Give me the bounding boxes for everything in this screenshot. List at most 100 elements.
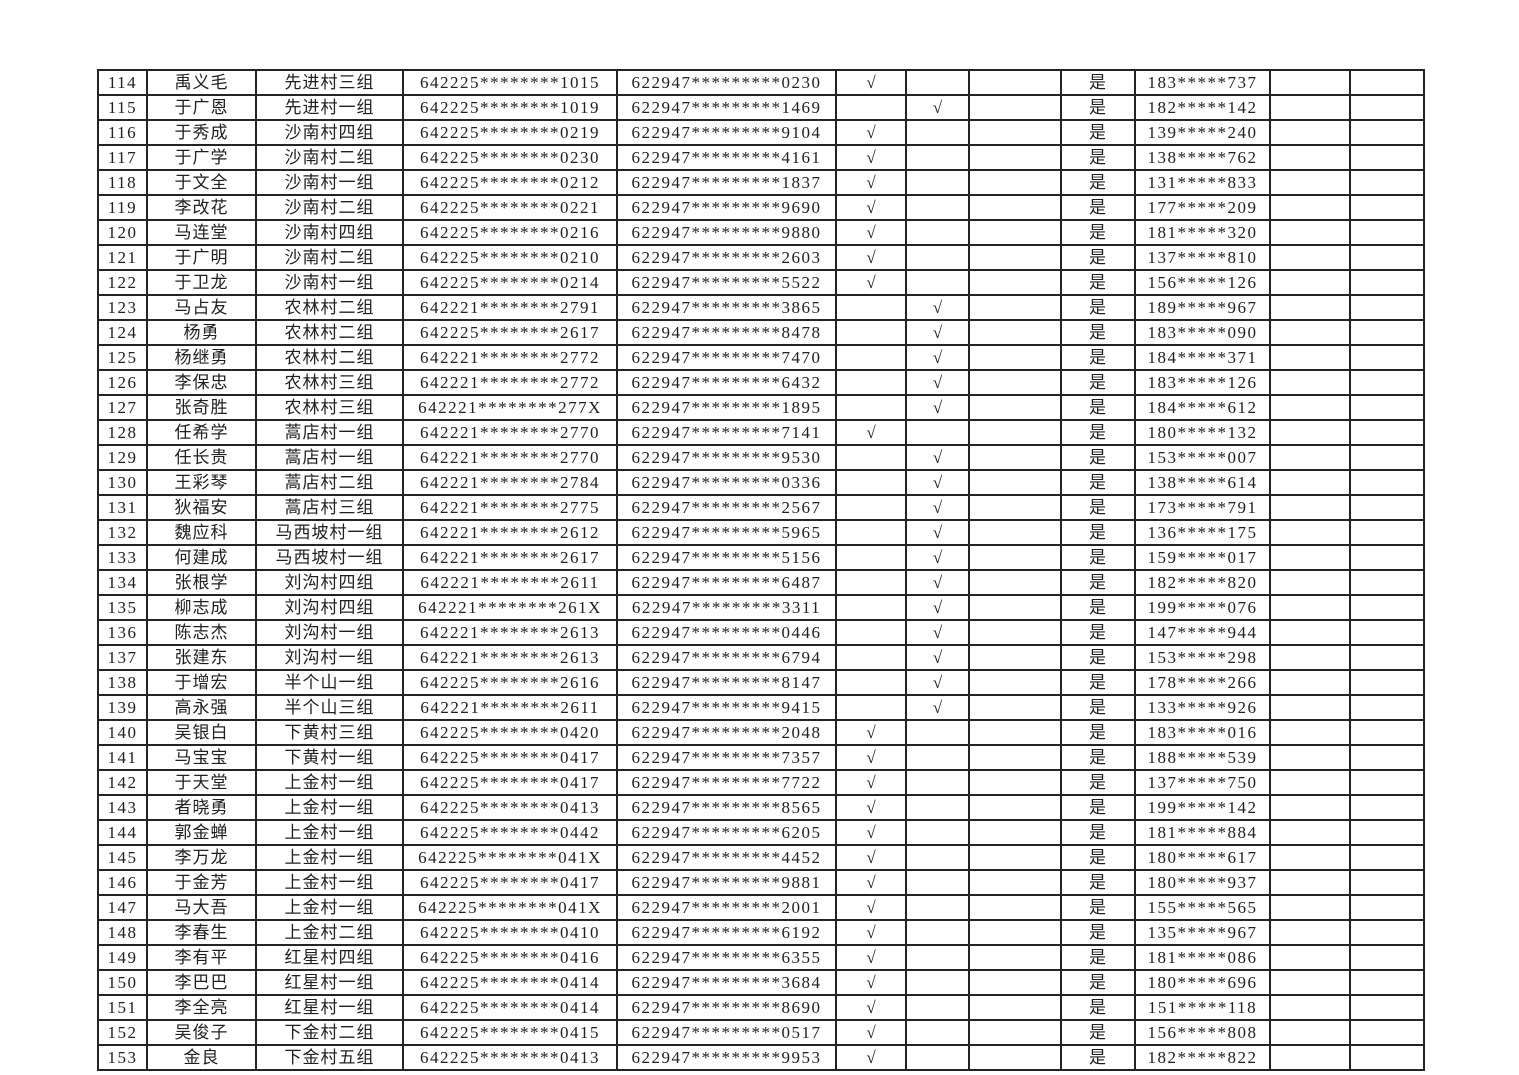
cell-blank-a [968, 244, 1062, 271]
cell-checkmark-col2 [905, 219, 970, 246]
cell-phone-masked: 133*****926 [1134, 694, 1271, 721]
cell-village-group: 农林村二组 [255, 344, 404, 371]
cell-blank-b [1269, 69, 1351, 96]
cell-id-number-masked: 642225********1015 [402, 69, 618, 96]
cell-bank-account-masked: 622947*********5522 [616, 269, 837, 296]
table-row: 137 张建东 刘沟村一组 642221********2613 622947*… [97, 644, 1425, 671]
cell-row-number: 120 [97, 219, 148, 246]
cell-blank-b [1269, 544, 1351, 571]
cell-id-number-masked: 642225********0210 [402, 244, 618, 271]
cell-checkmark-col1 [835, 694, 907, 721]
cell-phone-masked: 178*****266 [1134, 669, 1271, 696]
cell-bank-account-masked: 622947*********2001 [616, 894, 837, 921]
cell-blank-b [1269, 569, 1351, 596]
cell-id-number-masked: 642225********0221 [402, 194, 618, 221]
cell-village-group: 先进村三组 [255, 69, 404, 96]
table-row: 146 于金芳 上金村一组 642225********0417 622947*… [97, 869, 1425, 896]
cell-village-group: 红星村四组 [255, 944, 404, 971]
cell-blank-a [968, 994, 1062, 1021]
cell-confirm-yes: 是 [1060, 1044, 1136, 1071]
cell-checkmark-col2: √ [905, 694, 970, 721]
cell-bank-account-masked: 622947*********6794 [616, 644, 837, 671]
cell-blank-b [1269, 244, 1351, 271]
cell-blank-a [968, 369, 1062, 396]
cell-person-name: 于广恩 [146, 94, 257, 121]
cell-bank-account-masked: 622947*********9881 [616, 869, 837, 896]
cell-checkmark-col1: √ [835, 869, 907, 896]
cell-checkmark-col2 [905, 144, 970, 171]
cell-checkmark-col2: √ [905, 319, 970, 346]
cell-id-number-masked: 642225********0212 [402, 169, 618, 196]
cell-blank-a [968, 1044, 1062, 1071]
table-row: 136 陈志杰 刘沟村一组 642221********2613 622947*… [97, 619, 1425, 646]
cell-blank-c [1349, 544, 1425, 571]
cell-person-name: 吴俊子 [146, 1019, 257, 1046]
cell-person-name: 杨勇 [146, 319, 257, 346]
cell-confirm-yes: 是 [1060, 894, 1136, 921]
table-row: 115 于广恩 先进村一组 642225********1019 622947*… [97, 94, 1425, 121]
cell-blank-c [1349, 594, 1425, 621]
cell-checkmark-col2: √ [905, 544, 970, 571]
cell-bank-account-masked: 622947*********0517 [616, 1019, 837, 1046]
cell-blank-b [1269, 944, 1351, 971]
table-row: 148 李春生 上金村二组 642225********0410 622947*… [97, 919, 1425, 946]
cell-blank-c [1349, 994, 1425, 1021]
cell-checkmark-col1: √ [835, 219, 907, 246]
cell-checkmark-col2 [905, 919, 970, 946]
cell-row-number: 133 [97, 544, 148, 571]
cell-blank-b [1269, 644, 1351, 671]
cell-confirm-yes: 是 [1060, 594, 1136, 621]
cell-blank-a [968, 269, 1062, 296]
cell-blank-c [1349, 169, 1425, 196]
cell-checkmark-col2 [905, 119, 970, 146]
cell-row-number: 122 [97, 269, 148, 296]
cell-blank-a [968, 494, 1062, 521]
cell-id-number-masked: 642225********0414 [402, 994, 618, 1021]
cell-blank-c [1349, 894, 1425, 921]
cell-village-group: 红星村一组 [255, 969, 404, 996]
cell-confirm-yes: 是 [1060, 969, 1136, 996]
cell-person-name: 杨继勇 [146, 344, 257, 371]
cell-row-number: 123 [97, 294, 148, 321]
cell-blank-a [968, 919, 1062, 946]
cell-id-number-masked: 642225********041X [402, 844, 618, 871]
cell-blank-b [1269, 619, 1351, 646]
cell-id-number-masked: 642225********2616 [402, 669, 618, 696]
cell-id-number-masked: 642225********0219 [402, 119, 618, 146]
cell-confirm-yes: 是 [1060, 869, 1136, 896]
cell-row-number: 146 [97, 869, 148, 896]
cell-person-name: 于广明 [146, 244, 257, 271]
cell-confirm-yes: 是 [1060, 194, 1136, 221]
cell-phone-masked: 153*****007 [1134, 444, 1271, 471]
cell-phone-masked: 135*****967 [1134, 919, 1271, 946]
table-row: 133 何建成 马西坡村一组 642221********2617 622947… [97, 544, 1425, 571]
cell-id-number-masked: 642221********2612 [402, 519, 618, 546]
cell-id-number-masked: 642225********0413 [402, 794, 618, 821]
cell-id-number-masked: 642221********2613 [402, 644, 618, 671]
cell-blank-a [968, 169, 1062, 196]
cell-bank-account-masked: 622947*********0230 [616, 69, 837, 96]
cell-checkmark-col1: √ [835, 144, 907, 171]
table-row: 126 李保忠 农林村三组 642221********2772 622947*… [97, 369, 1425, 396]
cell-checkmark-col2: √ [905, 619, 970, 646]
cell-checkmark-col1 [835, 619, 907, 646]
cell-checkmark-col1 [835, 669, 907, 696]
cell-blank-c [1349, 794, 1425, 821]
cell-id-number-masked: 642225********0216 [402, 219, 618, 246]
cell-phone-masked: 139*****240 [1134, 119, 1271, 146]
cell-person-name: 李全亮 [146, 994, 257, 1021]
cell-blank-c [1349, 444, 1425, 471]
cell-confirm-yes: 是 [1060, 344, 1136, 371]
cell-row-number: 149 [97, 944, 148, 971]
cell-blank-a [968, 394, 1062, 421]
cell-checkmark-col2: √ [905, 519, 970, 546]
cell-phone-masked: 131*****833 [1134, 169, 1271, 196]
cell-id-number-masked: 642221********2611 [402, 569, 618, 596]
cell-blank-b [1269, 319, 1351, 346]
table-row: 116 于秀成 沙南村四组 642225********0219 622947*… [97, 119, 1425, 146]
cell-blank-c [1349, 719, 1425, 746]
cell-blank-a [968, 219, 1062, 246]
cell-blank-c [1349, 194, 1425, 221]
cell-confirm-yes: 是 [1060, 319, 1136, 346]
cell-confirm-yes: 是 [1060, 119, 1136, 146]
